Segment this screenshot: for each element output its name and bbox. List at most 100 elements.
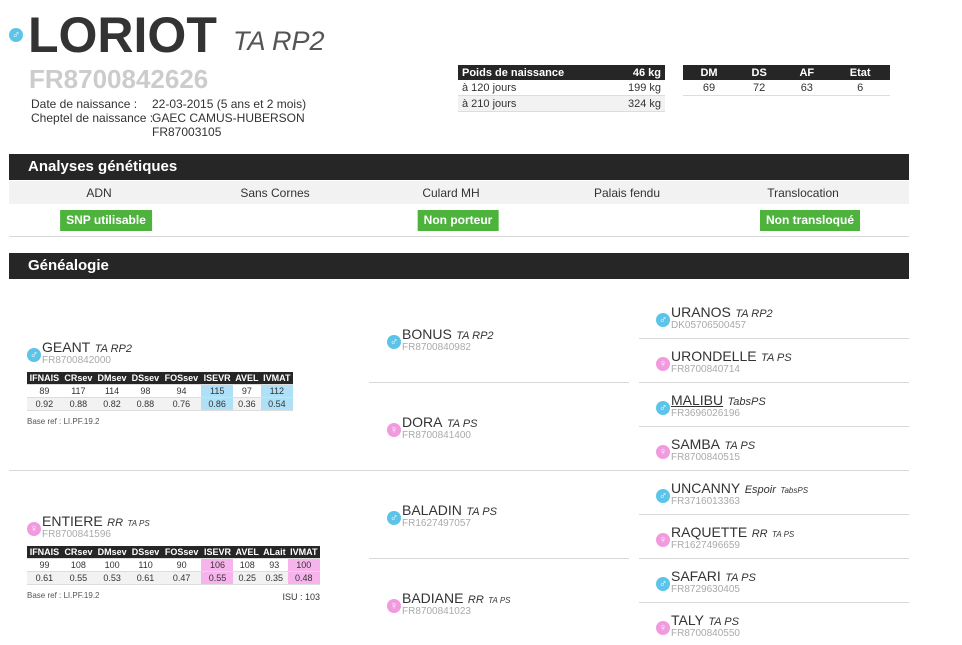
animal-id: FR8700840515	[671, 452, 740, 463]
animal-line: BADIANE RR TA PS	[402, 590, 511, 608]
animal-line: UNCANNY Espoir TabsPS	[671, 480, 808, 498]
cell: 0.35	[261, 571, 288, 585]
header-cell: DS	[735, 65, 784, 80]
animal-breed: TabsPS	[780, 486, 809, 495]
cell: 108	[233, 558, 262, 572]
value: 22-03-2015 (5 ans et 2 mois)	[152, 97, 307, 111]
animal-name: SAFARI	[671, 568, 721, 584]
animal-name: DORA	[402, 414, 443, 430]
analysis-label: Translocation	[767, 186, 839, 200]
cell: 63	[783, 80, 831, 96]
female-icon: ♀	[656, 357, 670, 371]
animal-qual: Espoir	[744, 484, 776, 496]
divider	[369, 382, 629, 383]
animal-name: URANOS	[671, 304, 731, 320]
cell: 117	[61, 384, 95, 398]
header-cell: DMsev	[94, 372, 130, 385]
divider	[639, 514, 909, 515]
cell: 72	[735, 80, 784, 96]
animal-line: ENTIERE RR TA PS	[42, 513, 150, 531]
animal-breed: TA RP2	[456, 330, 494, 342]
animal-breed: TA RP2	[735, 308, 773, 320]
header-row: DM DS AF Etat	[683, 65, 890, 80]
header-cell: DM	[683, 65, 736, 80]
cell: 94	[161, 384, 202, 398]
header-cell: IFNAIS	[27, 546, 62, 559]
cell: 0.82	[94, 397, 130, 411]
cell: 93	[261, 558, 288, 572]
analysis-badge: Non porteur	[417, 210, 499, 231]
cell: 98	[129, 384, 162, 398]
male-icon: ♂	[387, 335, 401, 349]
animal-breed: TA PS	[127, 519, 150, 528]
divider	[639, 602, 909, 603]
cell: 199 kg	[608, 80, 665, 96]
base-ref: Base ref : LI.PF.19.2	[27, 591, 100, 600]
male-icon: ♂	[9, 28, 23, 42]
header-cell: DMsev	[95, 546, 130, 559]
male-icon: ♂	[656, 489, 670, 503]
header-cell: IFNAIS	[27, 372, 62, 385]
animal-breed: TA PS	[466, 506, 497, 518]
divider	[639, 382, 909, 383]
header-cell: ISEVR	[201, 372, 234, 385]
animal-id: FR8700840550	[671, 628, 740, 639]
animal-name: RAQUETTE	[671, 524, 748, 540]
row: 89 117 114 98 94 115 97 112	[27, 384, 293, 398]
animal-id: FR8700841596	[42, 529, 111, 540]
animal-line: BALADIN TA PS	[402, 502, 497, 520]
animal-id: FR8729630405	[671, 584, 740, 595]
isu: ISU : 103	[282, 592, 320, 602]
animal-line: URONDELLE TA PS	[671, 348, 792, 366]
row: 69 72 63 6	[683, 80, 890, 96]
animal-line: MALIBU TabsPS	[671, 392, 766, 410]
header-cell: DSsev	[129, 372, 162, 385]
animal-name: GEANT	[42, 339, 91, 355]
cell: 0.53	[95, 571, 130, 585]
analysis-label: Sans Cornes	[240, 186, 310, 200]
animal-id: FR3716013363	[671, 496, 740, 507]
animal-line: DORA TA PS	[402, 414, 477, 432]
header-cell: Etat	[830, 65, 890, 80]
divider	[9, 236, 909, 237]
animal-line: URANOS TA RP2	[671, 304, 773, 322]
animal-name: BALADIN	[402, 502, 462, 518]
male-icon: ♂	[656, 577, 670, 591]
cell: 0.88	[129, 397, 162, 411]
divider	[639, 338, 909, 339]
label: Date de naissance :	[31, 97, 138, 111]
cell: 0.92	[27, 397, 62, 411]
animal-id: FR8700841400	[402, 430, 471, 441]
header-cell: IVMAT	[287, 546, 320, 559]
header-row: IFNAIS CRsev DMsev DSsev FOSsev ISEVR AVEL ALai…	[27, 546, 320, 559]
cell: 0.48	[287, 571, 320, 585]
animal-name: UNCANNY	[671, 480, 741, 496]
row: 99 108 100 110 90 106 108 93 100	[27, 558, 320, 572]
cell: 0.55	[61, 571, 95, 585]
animal-breed: TA RP2	[94, 343, 132, 355]
cell: 89	[27, 384, 62, 398]
cell: 0.61	[27, 571, 62, 585]
animal-qual: RR	[107, 517, 124, 529]
animal-name: BADIANE	[402, 590, 464, 606]
header-cell: 46 kg	[608, 65, 665, 80]
cell: 0.25	[233, 571, 262, 585]
cell: 324 kg	[608, 95, 665, 112]
divider	[9, 470, 909, 471]
animal-id: FR1627497057	[402, 518, 471, 529]
header-cell: AF	[783, 65, 831, 80]
analysis-label: Palais fendu	[593, 186, 661, 200]
male-icon: ♂	[656, 313, 670, 327]
animal-breed: TA PS	[708, 616, 739, 628]
cell: 6	[830, 80, 890, 96]
row: 0.92 0.88 0.82 0.88 0.76 0.86 0.36 0.54	[27, 397, 293, 411]
animal-line: GEANT TA RP2	[42, 339, 132, 357]
cell: 0.61	[129, 571, 162, 585]
female-icon: ♀	[656, 445, 670, 459]
cell: 0.36	[233, 397, 261, 411]
value: FR87003105	[152, 125, 222, 139]
header-cell: DSsev	[129, 546, 162, 559]
header-row: Poids de naissance 46 kg	[458, 65, 665, 80]
animal-name: SAMBA	[671, 436, 721, 452]
